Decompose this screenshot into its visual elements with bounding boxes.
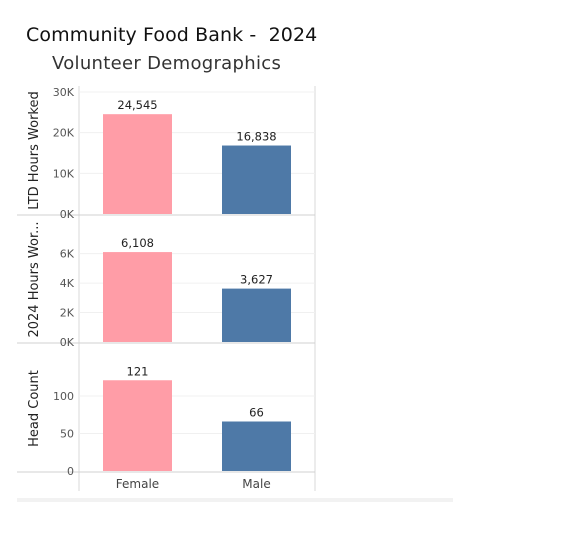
data-label: 121 bbox=[127, 364, 149, 378]
x-tick-label: Male bbox=[242, 477, 270, 491]
y-axis-label: 2024 Hours Wor... bbox=[27, 221, 42, 337]
chart-title: Community Food Bank - 2024 bbox=[26, 24, 318, 46]
y-tick-label: 6K bbox=[60, 248, 75, 261]
data-label: 16,838 bbox=[236, 130, 276, 144]
y-axis-label: Head Count bbox=[27, 370, 42, 447]
y-tick-label: 0K bbox=[60, 336, 75, 349]
y-tick-label: 100 bbox=[53, 390, 74, 403]
x-tick-label: Female bbox=[116, 477, 159, 491]
bar-male bbox=[222, 145, 291, 214]
chart-subtitle: Volunteer Demographics bbox=[52, 53, 282, 74]
y-tick-label: 0K bbox=[60, 208, 75, 221]
bar-male bbox=[222, 421, 291, 471]
bar-male bbox=[222, 288, 291, 342]
bar-female bbox=[103, 114, 172, 214]
footer-strip bbox=[17, 498, 453, 502]
bar-female bbox=[103, 380, 172, 471]
data-label: 3,627 bbox=[240, 273, 273, 287]
y-axis-label: LTD Hours Worked bbox=[27, 91, 42, 209]
y-tick-label: 20K bbox=[53, 127, 75, 140]
data-label: 6,108 bbox=[121, 236, 154, 250]
y-tick-label: 30K bbox=[53, 86, 75, 99]
y-tick-label: 2K bbox=[60, 307, 75, 320]
y-tick-label: 0 bbox=[67, 465, 74, 478]
bar-female bbox=[103, 252, 172, 342]
data-label: 24,545 bbox=[117, 98, 157, 112]
y-tick-label: 4K bbox=[60, 277, 75, 290]
y-tick-label: 50 bbox=[60, 428, 74, 441]
y-tick-label: 10K bbox=[53, 167, 75, 180]
data-label: 66 bbox=[249, 406, 264, 420]
